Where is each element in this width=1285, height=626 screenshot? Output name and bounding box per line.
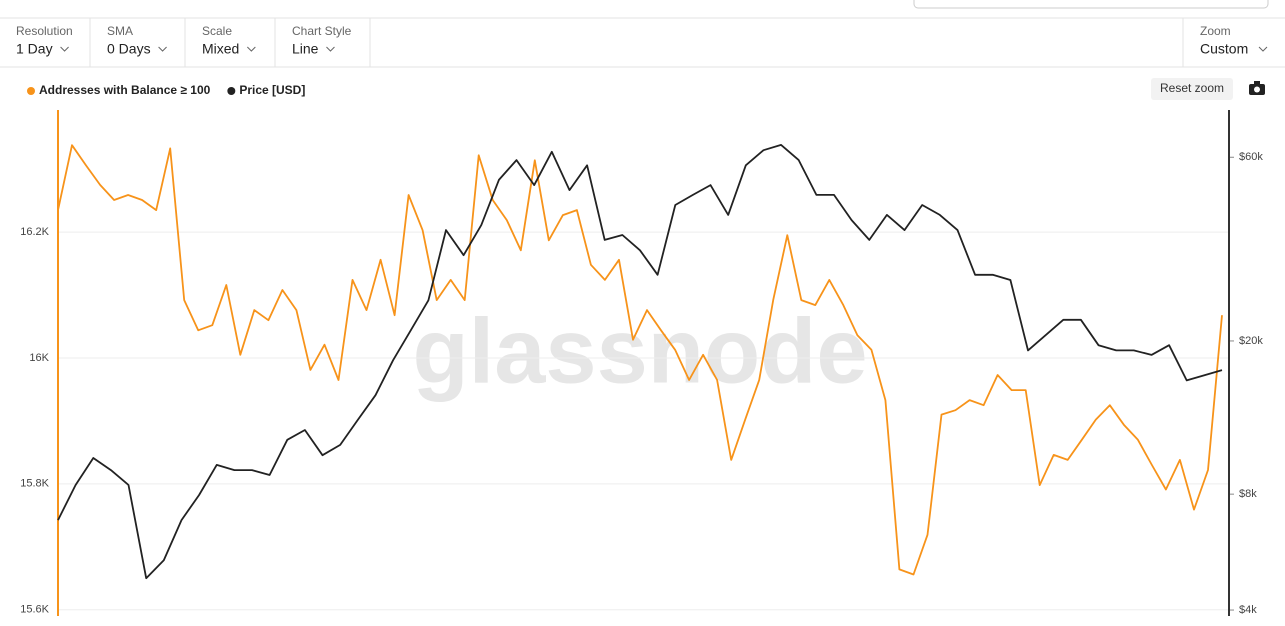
legend: Addresses with Balance ≥ 100 Price [USD] <box>27 83 305 97</box>
y-tick-label: 16.2K <box>20 226 49 238</box>
legend-item[interactable]: Price [USD] <box>227 83 305 97</box>
camera-top <box>1254 81 1260 85</box>
y2-tick-label: $60k <box>1239 151 1263 163</box>
toolbar-control[interactable]: SMA 0 Days <box>107 24 167 57</box>
series-line <box>57 144 1223 576</box>
y-tick-label: 16K <box>29 352 49 364</box>
toolbar-control[interactable]: Resolution 1 Day <box>16 24 73 57</box>
y-tick-label: 15.8K <box>20 478 49 490</box>
chevron <box>326 46 335 52</box>
reset-zoom-label: Reset zoom <box>1160 81 1224 95</box>
zoom-label: Zoom <box>1200 24 1231 38</box>
chevron <box>60 46 69 52</box>
series-line <box>57 144 1223 580</box>
plot: 15.6K 15.8K 16K 16.2K $4k $8k $20k $60k <box>20 110 1263 616</box>
y-tick-label: 15.6K <box>20 604 49 616</box>
control-value: 0 Days <box>107 41 151 57</box>
control-value: 1 Day <box>16 41 53 57</box>
toolbar: Resolution 1 Day SMA 0 Days Scale Mixed Chart … <box>16 18 371 67</box>
legend-swatch <box>227 87 236 95</box>
legend-item[interactable]: Addresses with Balance ≥ 100 <box>27 83 211 97</box>
reset-zoom-button[interactable] <box>1151 78 1233 100</box>
watermark: glassnode <box>412 300 867 402</box>
zoom-control[interactable]: Zoom Custom <box>1182 18 1268 67</box>
legend-swatch <box>27 87 35 95</box>
control-value: Line <box>292 41 319 57</box>
control-label: Resolution <box>16 24 73 38</box>
chevron <box>247 46 256 52</box>
y2-tick-label: $20k <box>1239 335 1263 347</box>
y2-tick-label: $8k <box>1239 488 1257 500</box>
camera-lens <box>1254 86 1260 93</box>
zoom-value: Custom <box>1200 41 1248 57</box>
control-label: SMA <box>107 24 133 38</box>
chevron <box>1258 46 1268 52</box>
y2-tick-label: $4k <box>1239 604 1257 616</box>
camera-icon[interactable] <box>1249 81 1265 95</box>
toolbar-control[interactable]: Chart Style Line <box>292 24 352 57</box>
control-label: Chart Style <box>292 24 352 38</box>
toolbar-control[interactable]: Scale Mixed <box>202 24 256 57</box>
control-label: Scale <box>202 24 232 38</box>
control-value: Mixed <box>202 41 239 57</box>
legend-label: Price [USD] <box>239 83 305 97</box>
chevron <box>158 46 167 52</box>
legend-label: Addresses with Balance ≥ 100 <box>39 83 211 97</box>
search-box[interactable] <box>913 0 1269 9</box>
